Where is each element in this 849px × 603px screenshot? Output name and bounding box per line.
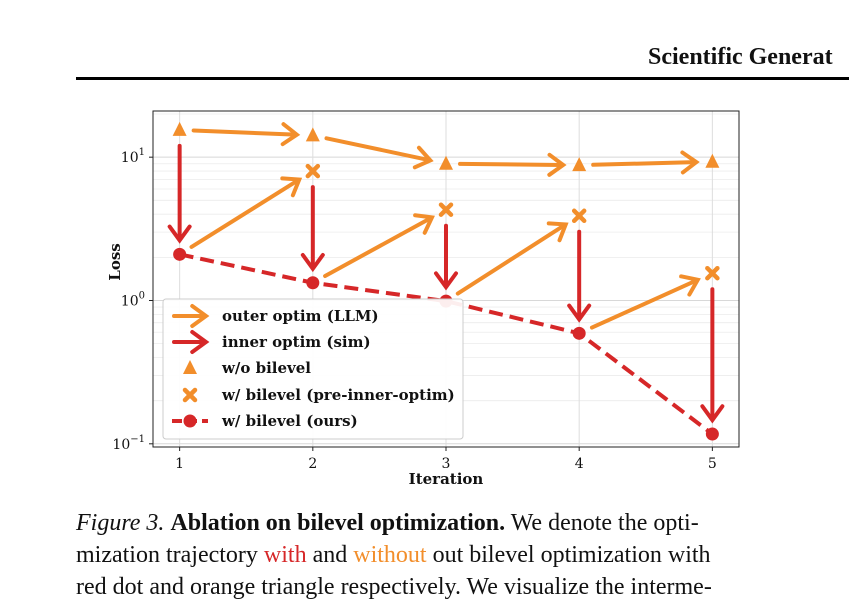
arrow-shaft [323,216,433,279]
legend-label: w/o bilevel [221,359,311,377]
arrow-head [300,252,325,273]
legend-circle-icon [183,414,197,428]
y-tick-label: 100 [121,290,145,309]
outer-optim-arrow [324,136,434,170]
y-tick-label: 10−1 [112,434,145,453]
arrow-head [280,122,301,147]
legend-item: inner optim (sim) [172,330,371,354]
legend-label: inner optim (sim) [222,333,371,351]
arrow-head [680,150,700,175]
point-ours [572,326,586,340]
running-header-title: Scientific Generat [648,44,833,70]
arrow-head [280,176,303,198]
arrow-head [547,152,567,177]
x-stroke [571,208,587,224]
legend-label: w/ bilevel (pre-inner-optim) [221,386,455,404]
arrow-shaft [324,136,431,163]
y-axis-label: Loss [106,243,124,280]
outer-optim-arrow [189,176,303,249]
point-pre-inner-optim [305,163,321,179]
point-ours [306,276,320,290]
arrow-shaft [191,128,298,137]
point-wo-bilevel [705,153,720,168]
arrow-shaft [457,161,564,167]
legend-box [162,298,464,440]
caption-text-3: red dot and orange triangle respectively… [76,574,712,600]
legend-item: w/ bilevel (pre-inner-optim) [182,386,455,404]
x-stroke [182,387,198,403]
point-ours [173,247,187,261]
y-tick-label: 101 [121,147,145,166]
point-wo-bilevel [572,157,587,172]
plot-frame [152,110,740,448]
outer-optim-arrow [455,221,569,296]
legend-triangle-icon [183,360,197,374]
arrow-head [167,224,192,244]
caption-line-3: red dot and orange triangle respectively… [76,571,712,603]
point-pre-inner-optim [438,202,454,217]
arrow-head [190,330,210,354]
arrow-shaft [589,278,699,330]
inner-optim-arrow [700,287,725,424]
point-ours [705,427,719,441]
point-wo-bilevel [439,155,453,170]
inner-optim-arrow [567,229,592,323]
outer-optim-arrow [589,274,701,330]
x-stroke [305,163,321,179]
arrow-shaft [189,178,300,249]
outer-optim-arrow [323,213,435,279]
legend-arrow-outer-icon [172,304,210,328]
legend-x-icon [182,387,198,403]
inner-optim-arrow [434,223,458,291]
x-tick-label: 1 [175,456,184,472]
caption-text-2a: mization trajectory [76,542,264,568]
inner-optim-arrow [167,143,192,244]
arrow-head [190,304,210,328]
x-stroke [705,265,720,281]
caption-with: with [263,542,307,568]
loss-chart: 101 100 10−1 1 2 3 4 5 Iteration Loss outer optim … [106,110,740,488]
arrow-head [413,213,435,235]
inner-optim-arrow [300,185,325,273]
arrow-shaft [591,160,697,167]
x-tick-label: 3 [442,456,451,472]
legend-label: w/ bilevel (ours) [221,412,358,430]
caption-line-2: mization trajectory with and without out… [76,539,711,571]
caption-label: Figure 3. [76,510,165,536]
x-axis-label: Iteration [409,470,484,488]
caption-text-2c: out bilevel optimization with [426,542,711,568]
header-rule [76,77,849,80]
legend-label: outer optim (LLM) [222,307,379,325]
x-tick-label: 4 [575,456,584,472]
caption-line-1: Figure 3. Ablation on bilevel optimizati… [76,507,699,539]
series-line-ours [179,252,714,436]
point-pre-inner-optim [705,265,720,281]
outer-optim-arrow [191,122,301,147]
arrow-head [434,271,458,291]
legend: outer optim (LLM) inner optim (sim) w/o bi… [162,298,464,440]
arrow-head [412,145,434,170]
caption-title: Ablation on bilevel optimization. [170,510,506,536]
point-wo-bilevel [172,121,187,136]
arrow-head [700,404,725,424]
x-tick-label: 2 [308,456,317,472]
caption-without: without [353,542,427,568]
outer-optim-arrow [457,152,567,177]
x-tick-label: 5 [708,456,717,472]
legend-item: w/o bilevel [183,359,311,377]
legend-arrow-inner-icon [172,330,210,354]
point-pre-inner-optim [571,208,587,224]
outer-optim-arrow [591,150,700,175]
arrow-shaft [455,223,567,296]
point-wo-bilevel [305,127,320,142]
arrow-head [546,221,569,243]
arrow-head [567,303,592,323]
arrow-head [679,274,701,297]
caption-text-2b: and [306,542,354,568]
legend-item: outer optim (LLM) [172,304,379,328]
legend-item: w/ bilevel (ours) [172,412,358,430]
caption-text-1: We denote the opti- [510,510,699,536]
x-stroke [438,202,454,217]
